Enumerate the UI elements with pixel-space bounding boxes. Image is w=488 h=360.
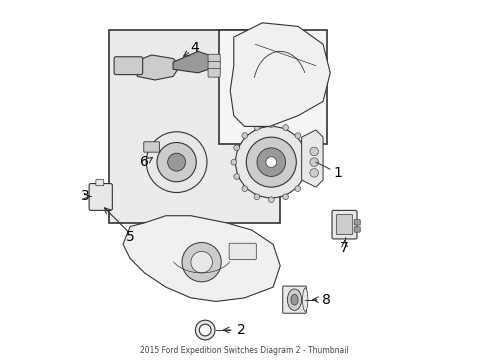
Circle shape <box>235 126 306 198</box>
FancyBboxPatch shape <box>353 227 360 232</box>
Polygon shape <box>173 51 216 73</box>
Text: 6: 6 <box>140 155 149 169</box>
Circle shape <box>254 194 259 200</box>
Text: 1: 1 <box>332 166 341 180</box>
Circle shape <box>309 158 318 166</box>
Circle shape <box>242 186 247 192</box>
Ellipse shape <box>287 289 301 310</box>
Text: 2: 2 <box>236 323 245 337</box>
Circle shape <box>303 174 308 179</box>
Text: 7: 7 <box>340 241 348 255</box>
Circle shape <box>305 159 311 165</box>
Polygon shape <box>301 130 323 187</box>
Text: 2015 Ford Expedition Switches Diagram 2 - Thumbnail: 2015 Ford Expedition Switches Diagram 2 … <box>140 346 348 355</box>
FancyBboxPatch shape <box>143 142 159 152</box>
FancyBboxPatch shape <box>207 62 220 70</box>
FancyBboxPatch shape <box>108 30 280 223</box>
Circle shape <box>242 133 247 139</box>
Ellipse shape <box>199 324 211 336</box>
FancyBboxPatch shape <box>114 57 142 75</box>
FancyBboxPatch shape <box>229 243 256 260</box>
FancyBboxPatch shape <box>353 220 360 225</box>
FancyBboxPatch shape <box>207 54 220 63</box>
Circle shape <box>157 143 196 182</box>
Circle shape <box>230 159 236 165</box>
Circle shape <box>182 243 221 282</box>
Polygon shape <box>230 23 329 126</box>
FancyBboxPatch shape <box>207 68 220 77</box>
Circle shape <box>294 186 300 192</box>
Circle shape <box>257 148 285 176</box>
Polygon shape <box>134 55 180 80</box>
Circle shape <box>265 157 276 167</box>
Circle shape <box>167 153 185 171</box>
Text: 4: 4 <box>190 41 199 55</box>
Circle shape <box>254 125 259 130</box>
Circle shape <box>268 197 274 203</box>
Circle shape <box>294 133 300 139</box>
Ellipse shape <box>195 320 215 340</box>
Circle shape <box>309 168 318 177</box>
Text: 8: 8 <box>322 293 330 307</box>
Polygon shape <box>123 216 280 301</box>
Circle shape <box>233 145 239 150</box>
Circle shape <box>146 132 206 193</box>
Circle shape <box>309 147 318 156</box>
Circle shape <box>233 174 239 179</box>
Text: 3: 3 <box>81 189 90 203</box>
Circle shape <box>246 137 296 187</box>
FancyBboxPatch shape <box>96 180 103 186</box>
FancyBboxPatch shape <box>282 286 305 313</box>
FancyBboxPatch shape <box>331 210 356 239</box>
Circle shape <box>190 251 212 273</box>
Ellipse shape <box>290 294 298 305</box>
Circle shape <box>268 122 274 127</box>
Circle shape <box>303 145 308 150</box>
Ellipse shape <box>302 288 307 311</box>
Circle shape <box>282 125 288 130</box>
FancyBboxPatch shape <box>219 30 326 144</box>
FancyBboxPatch shape <box>89 184 112 210</box>
FancyBboxPatch shape <box>336 215 352 235</box>
Text: 5: 5 <box>125 230 134 244</box>
Circle shape <box>282 194 288 200</box>
